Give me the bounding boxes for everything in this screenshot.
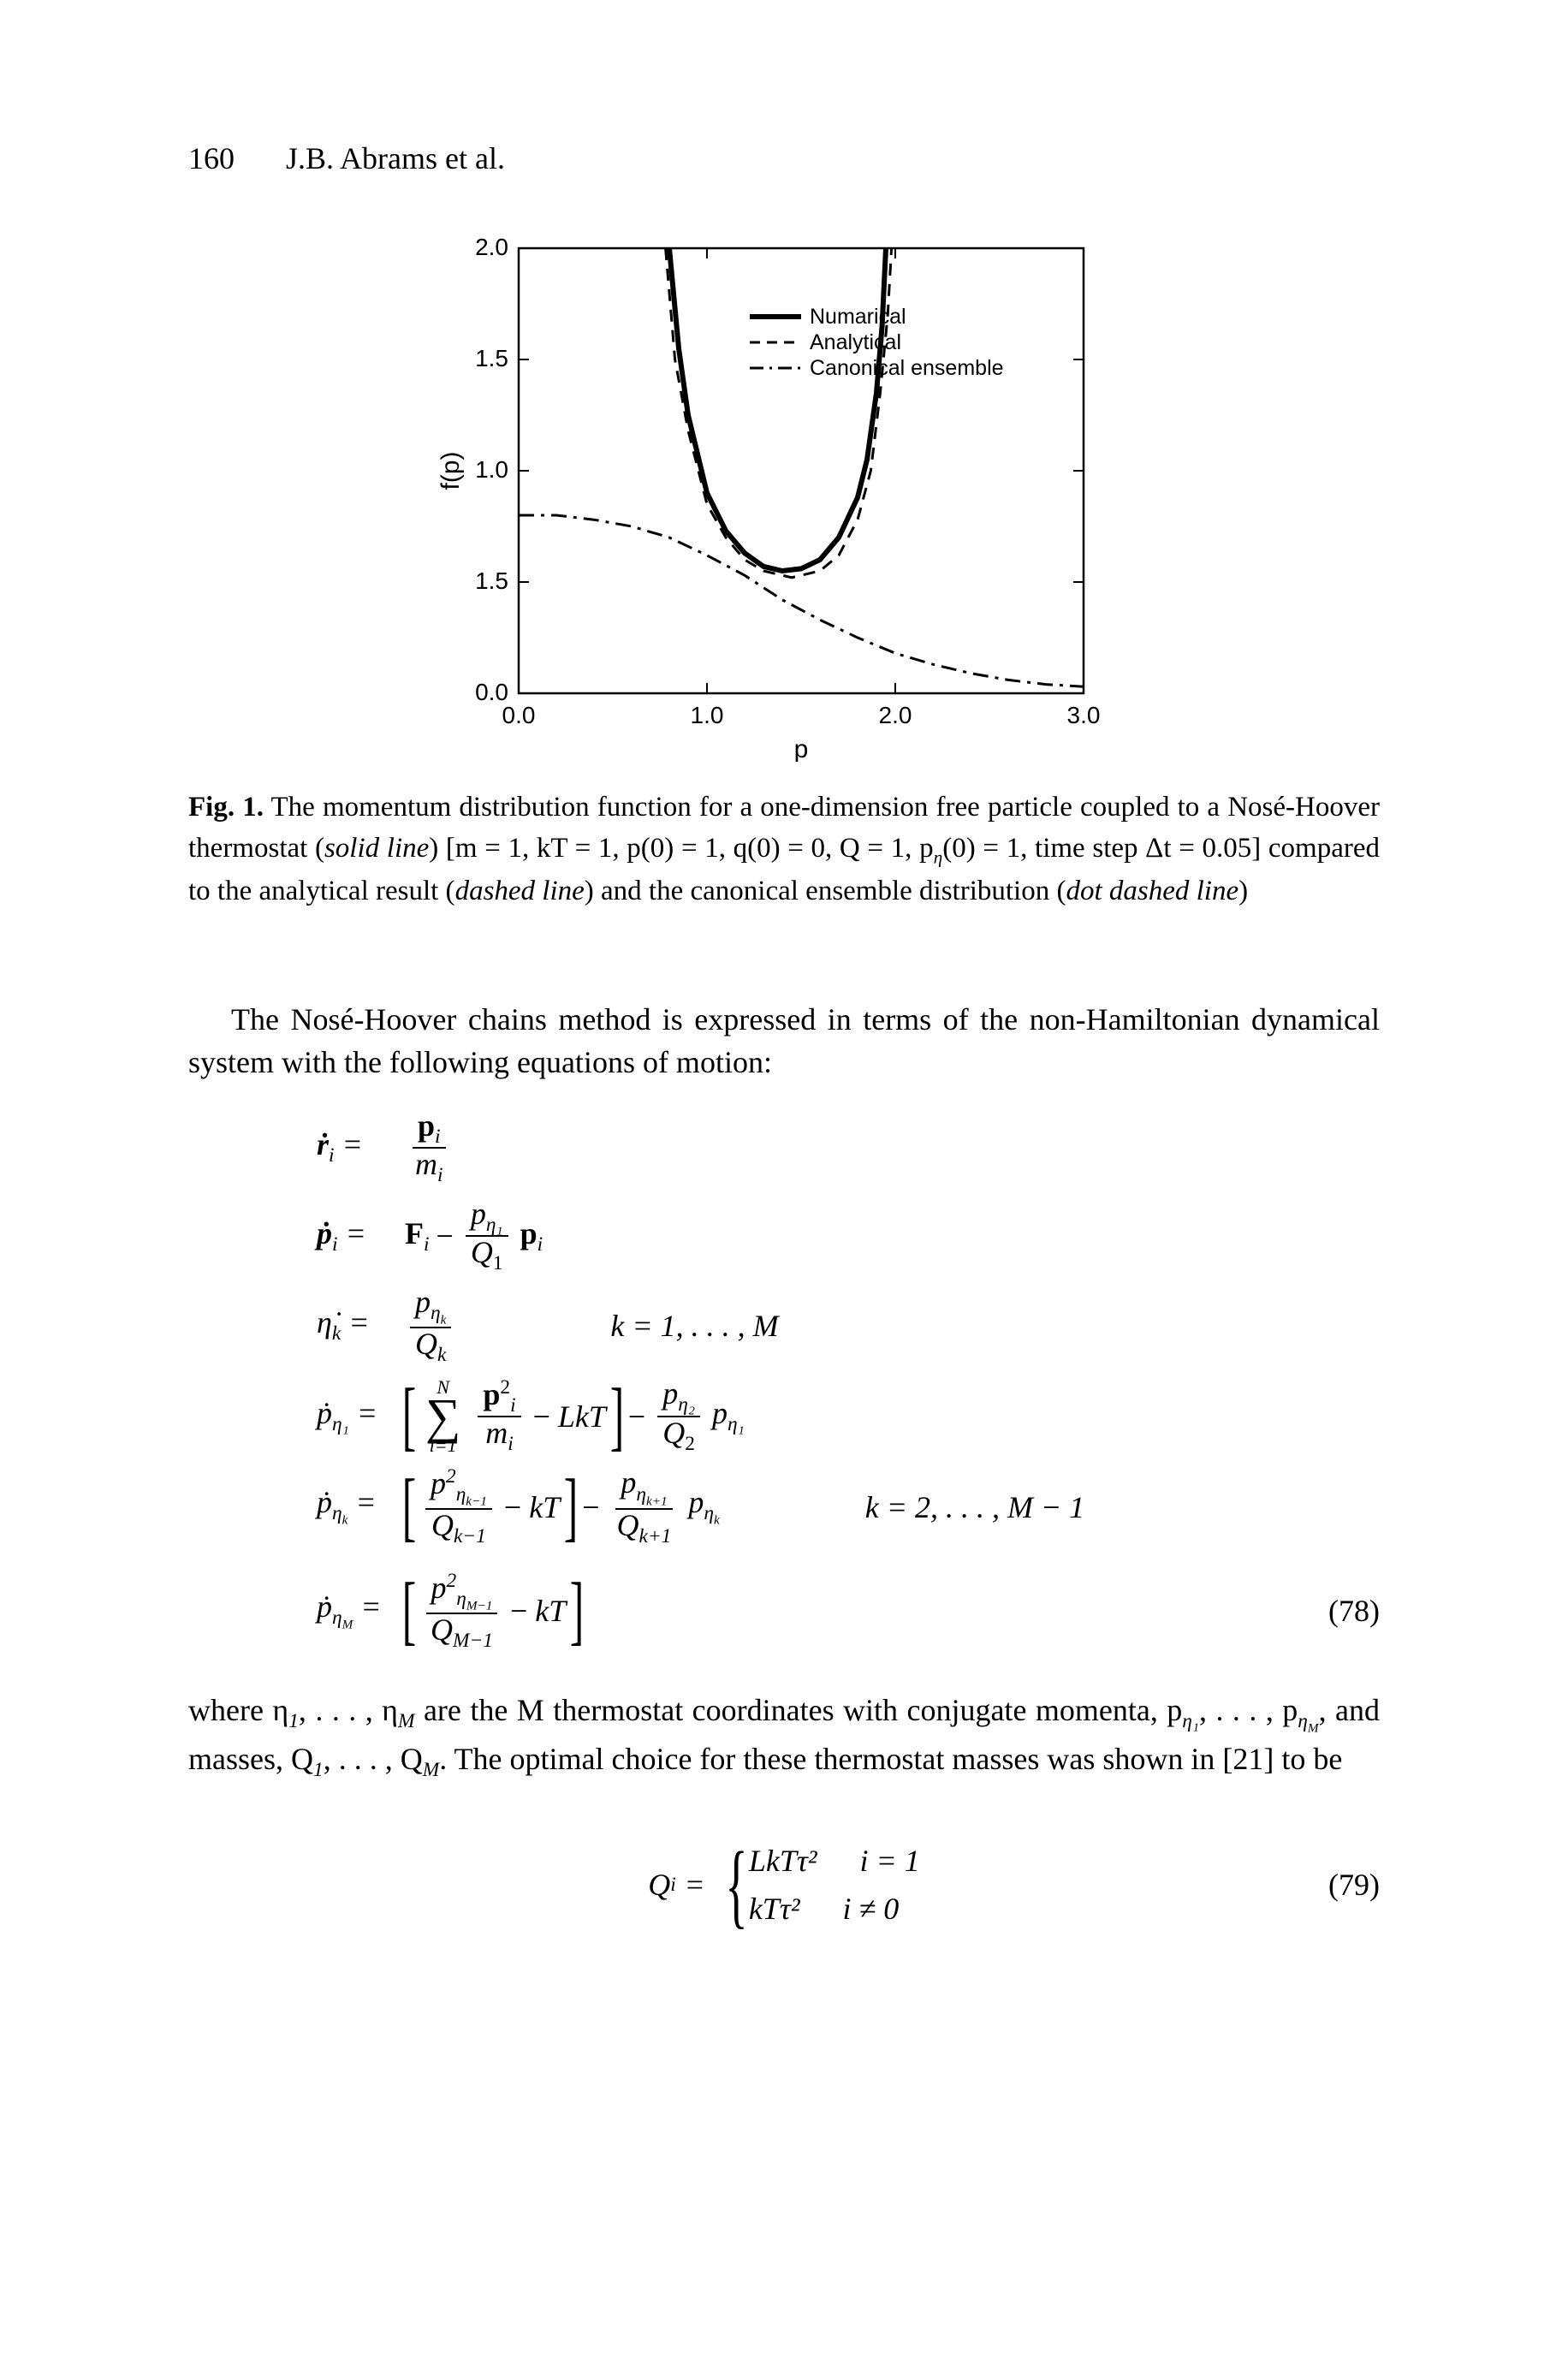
authors: J.B. Abrams et al. [286, 137, 505, 180]
page-number: 160 [188, 137, 235, 180]
eq-p-dot: ṗi = Fi − pη₁Q1 pi [317, 1198, 1380, 1274]
ytick-2: 1.0 [475, 456, 508, 483]
ytick-3: 1.5 [475, 345, 508, 371]
p2-d: , . . . , p [1199, 1693, 1298, 1727]
xtick-1: 1.0 [691, 702, 724, 728]
eq-r-dot: ṙi = pimi [317, 1110, 1380, 1186]
figure-1-chart: 0.0 1.0 2.0 3.0 0.0 1.5 1.0 1.5 2.0 p f(… [433, 214, 1135, 762]
legend-item-2: Canonical ensemble [810, 356, 1004, 380]
eq79-c2r: i ≠ 0 [843, 1887, 900, 1930]
caption-label: Fig. 1. [188, 792, 264, 823]
ytick-1: 1.5 [475, 567, 508, 594]
caption-text-e: ) [1238, 876, 1248, 906]
caption-solid: solid line [324, 833, 429, 864]
k-range-2: k = 2, . . . , M − 1 [865, 1492, 1085, 1523]
legend-item-0: Numarical [810, 305, 906, 329]
eq-78-number: (78) [1328, 1595, 1380, 1626]
p2-c: are the M thermostat coordinates with co… [415, 1693, 1183, 1727]
figure-1: 0.0 1.0 2.0 3.0 0.0 1.5 1.0 1.5 2.0 p f(… [188, 214, 1380, 762]
eq79-c1l: LkTτ² [749, 1839, 817, 1882]
eq79-c1r: i = 1 [860, 1839, 920, 1882]
xlabel: p [794, 735, 809, 762]
eq-eta-dot: η̇k = pηkQk k = 1, . . . , M [317, 1286, 1380, 1366]
ytick-4: 2.0 [475, 234, 508, 260]
caption-dotdashed: dot dashed line [1066, 876, 1238, 906]
p2-a: where η [188, 1693, 288, 1727]
equation-79: Qi= { LkTτ²i = 1 kTτ²i ≠ 0 (79) [188, 1819, 1380, 1951]
xtick-0: 0.0 [502, 702, 536, 728]
legend-item-1: Analytical [810, 330, 901, 354]
page: 160 J.B. Abrams et al. [0, 0, 1568, 2376]
ytick-0: 0.0 [475, 679, 508, 705]
paragraph-2: where η1, . . . , ηM are the M thermosta… [188, 1689, 1380, 1785]
page-header: 160 J.B. Abrams et al. [188, 137, 1380, 180]
xtick-3: 3.0 [1067, 702, 1101, 728]
eq-petak-dot: ṗηk = [ p2ηk−1Qk−1 − kT ] − pηk+1Qk+1 pη… [317, 1467, 1380, 1547]
caption-text-d: ) and the canonical ensemble distributio… [585, 876, 1066, 906]
series-numerical [669, 248, 886, 571]
xtick-2: 2.0 [879, 702, 912, 728]
eq-peta1-dot: ṗη₁ = [ N∑i=1 p2imi − LkT ] − pη₂Q2 pη₁ [317, 1378, 1380, 1455]
eq-petaM-dot: ṗηM = [ p2ηM−1QM−1 − kT ] [317, 1571, 581, 1652]
eq79-c2l: kTτ² [749, 1887, 800, 1930]
paragraph-1: The Nosé-Hoover chains method is express… [188, 998, 1380, 1084]
p2-b: , . . . , η [299, 1693, 398, 1727]
legend: Numarical Analytical Canonical ensemble [750, 305, 1004, 380]
series-canonical [519, 515, 1084, 686]
caption-dashed: dashed line [455, 876, 585, 906]
caption-eta: η [934, 847, 943, 868]
caption-text-b: ) [m = 1, kT = 1, p(0) = 1, q(0) = 0, Q … [429, 833, 933, 864]
p2-f: , . . . , Q [324, 1742, 423, 1776]
eq-79-number: (79) [1328, 1863, 1380, 1906]
series-analytical [666, 248, 892, 578]
k-range-1: k = 1, . . . , M [610, 1310, 778, 1341]
p2-g: . The optimal choice for these thermosta… [439, 1742, 1342, 1776]
ylabel: f(p) [437, 452, 465, 490]
figure-1-caption: Fig. 1. The momentum distribution functi… [188, 787, 1380, 912]
eq79-lhs: Q [648, 1863, 670, 1906]
equation-block-78: ṙi = pimi ṗi = Fi − pη₁Q1 pi η̇k = pηkQk… [317, 1110, 1380, 1664]
